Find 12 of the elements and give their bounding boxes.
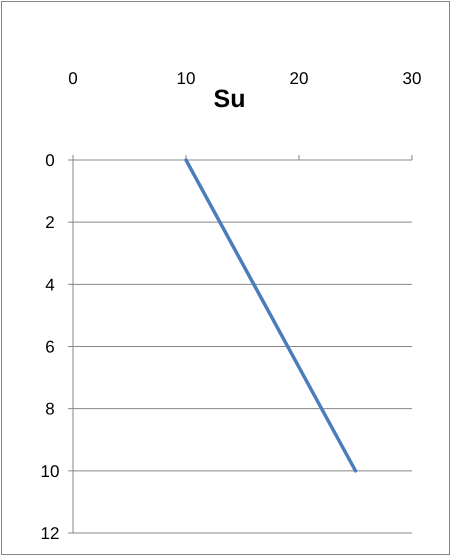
chart-title: Su (214, 85, 246, 113)
x-tick-label: 20 (290, 68, 308, 88)
y-tick-label: 6 (45, 337, 55, 356)
y-tick-label: 10 (40, 462, 60, 481)
x-tick-label: 30 (402, 68, 422, 88)
y-tick-label: 4 (45, 275, 55, 294)
y-tick-label: 12 (40, 524, 60, 543)
y-tick-label: 2 (45, 213, 55, 232)
x-tick-label: 10 (176, 68, 196, 88)
x-tick-label: 0 (68, 68, 78, 88)
y-tick-label: 0 (45, 150, 55, 170)
y-tick-label: 8 (45, 400, 55, 419)
